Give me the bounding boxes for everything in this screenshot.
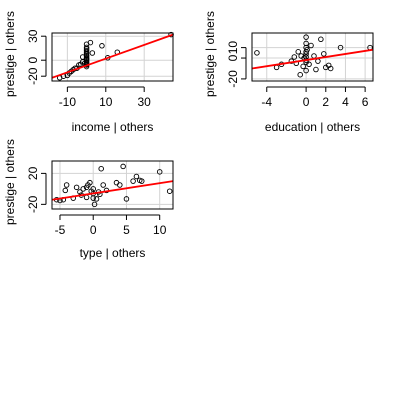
y-tick-label: -20 [26, 67, 40, 85]
data-point [83, 51, 90, 57]
data-point [297, 71, 303, 78]
data-point [321, 51, 327, 57]
plot-frame [251, 32, 374, 82]
data-point [83, 44, 90, 51]
y-tick-label: 30 [26, 29, 40, 43]
data-point [73, 184, 80, 191]
data-point [306, 61, 312, 68]
data-point [99, 43, 105, 49]
data-point [123, 196, 130, 202]
x-axis-title: type | others [80, 246, 146, 260]
data-point [166, 188, 173, 194]
data-point [254, 50, 260, 56]
panel-1: -10 10 30 -20 0 30 income | others prestige | o… [3, 11, 174, 134]
x-tick-label: 10 [99, 95, 113, 109]
x-tick-label: -5 [55, 223, 66, 237]
data-point [91, 201, 98, 208]
y-tick-label: -20 [226, 70, 240, 88]
data-point [120, 163, 126, 170]
data-point [303, 67, 309, 74]
data-point [318, 36, 324, 43]
x-tick-label: 0 [303, 95, 310, 109]
data-point [308, 42, 314, 49]
data-point [295, 49, 301, 55]
x-tick-label: 10 [153, 223, 167, 237]
data-point [93, 196, 100, 202]
data-point [89, 50, 96, 56]
x-tick-label: 30 [138, 95, 152, 109]
data-point [327, 65, 334, 72]
plot-frame [51, 160, 174, 210]
data-point [315, 58, 321, 64]
x-tick-label: 4 [342, 95, 349, 109]
data-point [156, 169, 163, 175]
data-point [80, 186, 86, 192]
data-point [273, 64, 280, 71]
data-point [291, 54, 298, 60]
x-tick-label: 6 [362, 95, 369, 109]
y-tick-label: 20 [26, 166, 40, 180]
y-axis-title: prestige | others [203, 11, 217, 97]
y-axis-title: prestige | others [3, 139, 17, 225]
data-point [117, 182, 123, 188]
data-point [87, 39, 94, 46]
x-tick-label: -10 [59, 95, 77, 109]
x-tick-label: -4 [261, 95, 272, 109]
x-tick-label: 2 [322, 95, 329, 109]
data-point [139, 178, 145, 184]
data-point [83, 56, 90, 63]
y-tick-label: 0 [226, 54, 240, 61]
data-point [87, 179, 93, 186]
x-axis-title: education | others [265, 120, 360, 134]
data-point [62, 187, 69, 194]
data-point [63, 182, 70, 188]
data-point [130, 178, 136, 184]
data-point [337, 44, 344, 51]
data-point [100, 182, 106, 188]
data-point [303, 40, 309, 47]
regression-line [51, 33, 174, 79]
plot-frame [51, 32, 174, 82]
x-axis-title: income | others [72, 120, 154, 134]
data-point [83, 194, 90, 201]
data-point [300, 63, 306, 70]
data-point [304, 46, 310, 53]
regression-line [51, 180, 174, 201]
data-point [79, 54, 86, 60]
data-point [98, 165, 104, 172]
data-point [313, 66, 319, 73]
x-tick-label: 5 [123, 223, 130, 237]
y-tick-label: -20 [26, 195, 40, 213]
x-tick-label: 0 [90, 223, 97, 237]
data-point [77, 189, 83, 195]
data-point [303, 34, 309, 40]
y-tick-label: 0 [26, 57, 40, 64]
regression-line [251, 48, 374, 70]
y-tick-label: 10 [226, 41, 240, 55]
panel-3: -5 0 5 10 -20 20 type | others prestige | other… [3, 139, 174, 260]
y-axis-title: prestige | others [3, 11, 17, 97]
data-point [133, 173, 140, 180]
